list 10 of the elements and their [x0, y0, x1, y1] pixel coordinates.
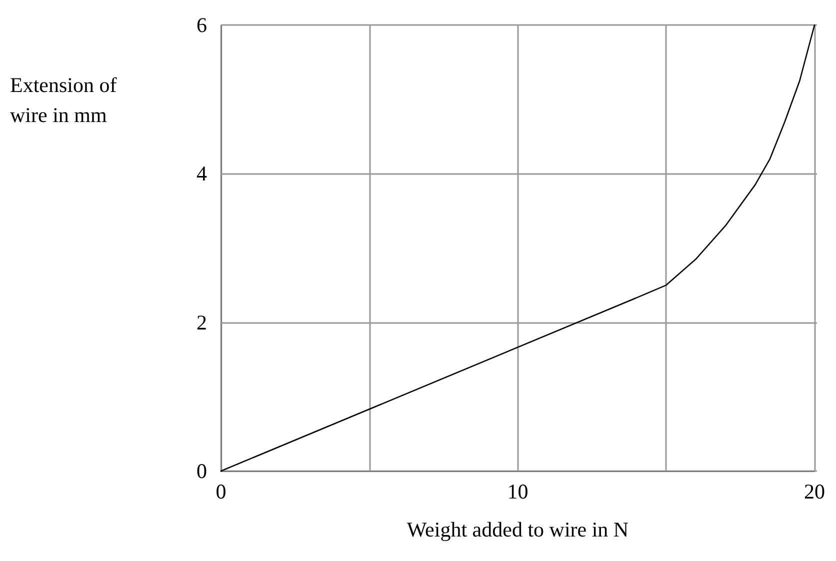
- y-tick-label: 6: [196, 13, 207, 37]
- y-tick-label: 0: [196, 459, 207, 483]
- x-axis-title: Weight added to wire in N: [406, 518, 629, 542]
- y-axis-title: Extension of wire in mm: [10, 73, 117, 127]
- line-series: [220, 24, 816, 472]
- y-tick-label: 2: [196, 310, 207, 334]
- x-tick-label: 20: [804, 480, 825, 504]
- x-tick-label: 10: [507, 480, 528, 504]
- x-tick-label: 0: [216, 480, 226, 504]
- y-tick-label: 4: [196, 162, 208, 186]
